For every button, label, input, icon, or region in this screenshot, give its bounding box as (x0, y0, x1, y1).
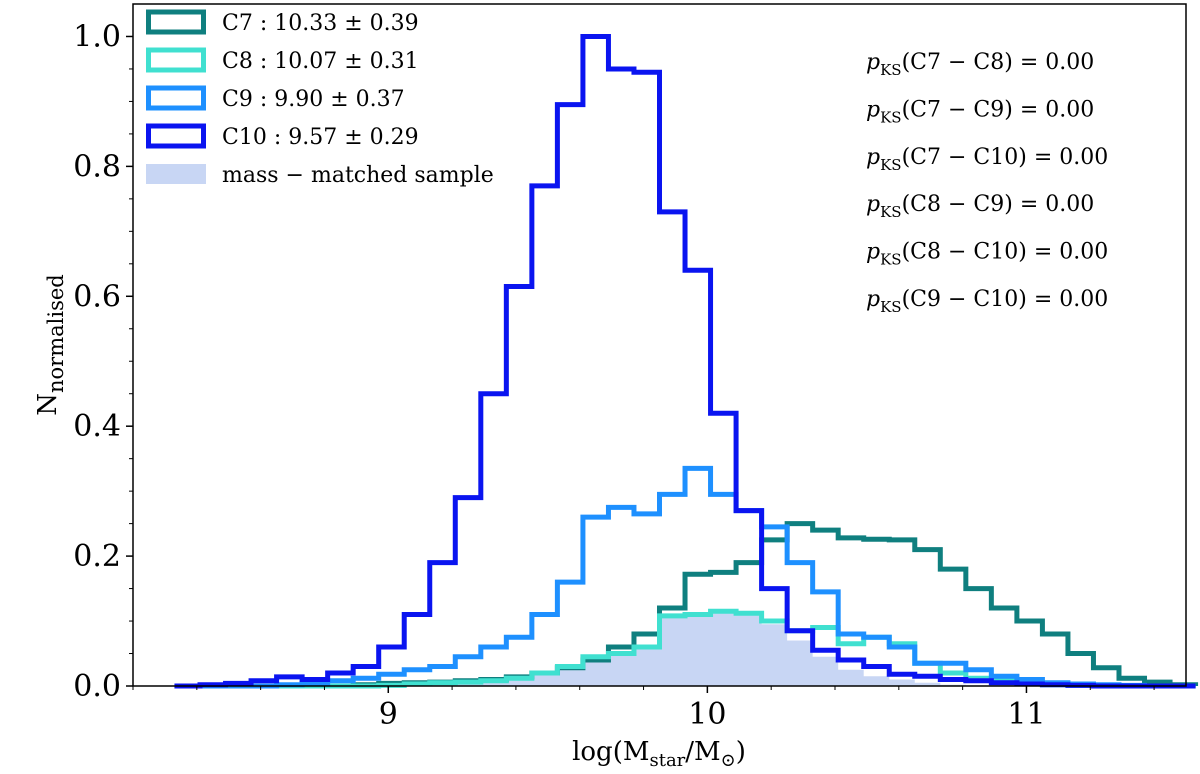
legend-label-c7: C7 : 10.33 ± 0.39 (222, 11, 419, 36)
y-axis-title: Nnormalised (33, 274, 68, 415)
x-tick-label: 11 (1007, 697, 1045, 732)
series-c10-step-line (174, 33, 1196, 689)
ks-annotation: pKS(C7 − C9) = 0.00 (866, 97, 1094, 126)
plot-frame (132, 3, 1187, 687)
ks-annotation: pKS(C8 − C10) = 0.00 (866, 240, 1108, 269)
x-axis-title: log(Mstar/M⊙) (572, 737, 746, 771)
ks-annotation: pKS(C7 − C10) = 0.00 (866, 145, 1108, 174)
y-ticks: 0.0 0.2 0.4 0.6 0.8 1.0 (73, 19, 133, 704)
y-tick-label: 0.0 (73, 669, 121, 704)
legend-swatch-c8 (146, 47, 206, 73)
legend-swatch-c7 (146, 9, 206, 35)
y-tick-label: 0.8 (73, 149, 121, 184)
legend-swatch-c10 (146, 123, 206, 149)
legend-label-c8: C8 : 10.07 ± 0.31 (222, 49, 419, 74)
x-tick-label: 9 (379, 697, 398, 732)
x-tick-label: 10 (688, 697, 726, 732)
legend-label-c10: C10 : 9.57 ± 0.29 (222, 125, 419, 150)
legend: C7 : 10.33 ± 0.39 C8 : 10.07 ± 0.31 C9 : 9… (146, 9, 494, 188)
ks-annotations: pKS(C7 − C8) = 0.00 pKS(C7 − C9) = 0.00 pK… (866, 50, 1108, 316)
legend-swatch-mass-matched (146, 164, 206, 184)
series-mass-matched-fill (174, 613, 1196, 686)
y-tick-label: 0.4 (73, 409, 121, 444)
ks-annotation: pKS(C9 − C10) = 0.00 (866, 287, 1108, 316)
y-tick-label: 1.0 (73, 19, 121, 54)
legend-swatch-c9 (146, 85, 206, 111)
series-c9-step-line (174, 465, 1196, 689)
legend-label-c9: C9 : 9.90 ± 0.37 (222, 87, 405, 112)
ks-annotation: pKS(C7 − C8) = 0.00 (866, 50, 1094, 79)
legend-label-mass-matched: mass − matched sample (222, 163, 494, 188)
y-tick-label: 0.6 (73, 279, 121, 314)
series-layer (174, 33, 1199, 689)
x-ticks: 9 10 11 (132, 686, 1155, 732)
mass-matched-fill-layer (174, 613, 1196, 686)
ks-annotation: pKS(C8 − C9) = 0.00 (866, 192, 1094, 221)
y-tick-label: 0.2 (73, 539, 121, 574)
